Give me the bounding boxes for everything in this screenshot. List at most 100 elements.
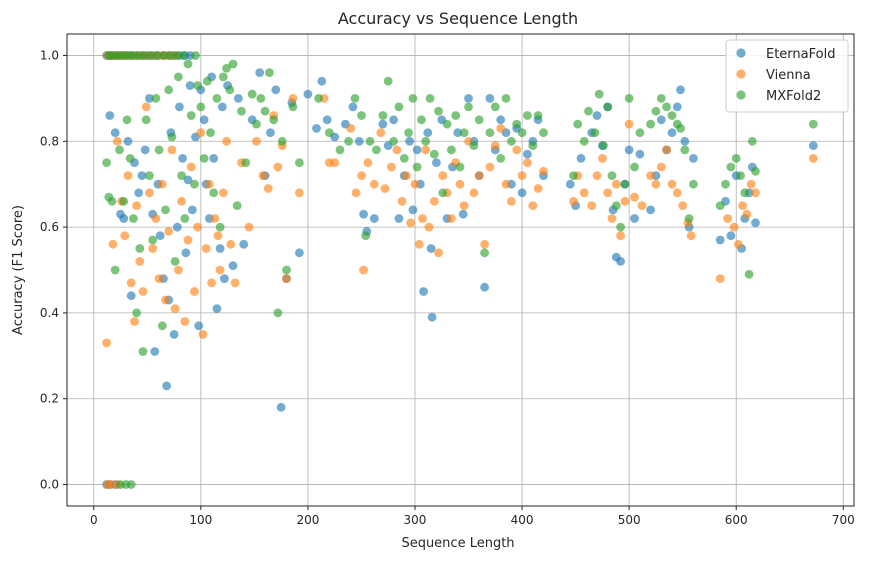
data-point xyxy=(183,59,193,69)
data-point xyxy=(105,111,115,120)
data-point xyxy=(126,291,136,301)
data-point xyxy=(651,179,661,189)
data-point xyxy=(112,136,122,146)
data-point xyxy=(193,81,203,90)
data-point xyxy=(651,106,661,116)
data-point xyxy=(233,94,243,103)
data-point xyxy=(469,141,479,151)
data-point xyxy=(102,158,111,168)
data-point xyxy=(624,119,634,129)
data-point xyxy=(322,115,332,125)
data-point xyxy=(177,196,187,206)
y-tick-label: 0.0 xyxy=(40,478,59,492)
data-point xyxy=(148,244,158,253)
data-point xyxy=(414,239,424,249)
data-point xyxy=(731,154,741,163)
data-point xyxy=(161,295,170,305)
data-point xyxy=(569,196,578,206)
data-point xyxy=(169,330,179,339)
data-point xyxy=(172,51,182,60)
data-point xyxy=(429,196,439,206)
data-point xyxy=(295,248,304,258)
data-point xyxy=(209,154,219,163)
data-point xyxy=(501,94,511,103)
data-point xyxy=(263,184,273,193)
data-point xyxy=(736,171,745,181)
data-point xyxy=(215,265,225,275)
data-point xyxy=(179,51,189,60)
data-point xyxy=(295,188,304,198)
data-point xyxy=(579,136,589,146)
data-point xyxy=(205,179,214,189)
data-point xyxy=(417,115,426,125)
data-point xyxy=(145,171,154,181)
data-point xyxy=(363,158,373,168)
data-point xyxy=(303,89,313,99)
data-point xyxy=(662,145,671,155)
data-point xyxy=(424,222,434,232)
data-point xyxy=(108,239,118,249)
data-point xyxy=(808,141,818,151)
data-point xyxy=(335,145,345,155)
data-point xyxy=(517,188,527,198)
x-tick-label: 600 xyxy=(725,513,748,527)
data-point xyxy=(346,123,356,133)
data-point xyxy=(226,239,236,249)
data-point xyxy=(383,76,393,86)
data-point xyxy=(729,222,739,232)
data-point xyxy=(438,171,448,181)
plot-area-frame xyxy=(66,33,855,507)
data-point xyxy=(620,196,630,206)
data-point xyxy=(523,111,532,120)
data-point xyxy=(146,51,155,60)
legend-box xyxy=(725,39,849,113)
data-point xyxy=(667,128,677,138)
data-point xyxy=(490,102,500,112)
x-tick-label: 200 xyxy=(296,513,319,527)
x-axis-label: Sequence Length xyxy=(401,536,514,551)
data-point xyxy=(751,188,760,198)
data-point xyxy=(276,402,286,412)
data-point xyxy=(603,188,613,198)
data-point xyxy=(157,179,167,189)
data-point xyxy=(210,214,220,223)
data-point xyxy=(421,145,431,155)
data-point xyxy=(196,102,206,112)
data-point xyxy=(330,158,340,168)
data-point xyxy=(442,119,452,129)
data-point xyxy=(490,141,500,151)
data-point xyxy=(140,145,150,155)
data-point xyxy=(241,158,251,168)
data-point xyxy=(132,308,142,318)
data-point xyxy=(689,154,698,163)
data-point xyxy=(220,274,229,283)
data-point xyxy=(164,227,174,236)
data-point xyxy=(419,287,428,296)
data-point xyxy=(209,188,219,198)
data-point xyxy=(747,136,757,146)
data-point xyxy=(344,136,353,146)
data-point xyxy=(447,145,456,155)
data-point xyxy=(453,128,463,138)
data-point xyxy=(624,94,634,103)
data-point xyxy=(394,102,404,112)
data-point xyxy=(252,119,261,129)
data-point xyxy=(181,248,191,258)
data-point xyxy=(447,214,456,223)
data-point xyxy=(533,184,543,193)
data-point xyxy=(412,162,422,172)
data-point xyxy=(715,235,725,245)
data-point xyxy=(357,111,366,120)
data-point xyxy=(123,171,133,181)
data-point xyxy=(157,321,167,331)
data-point xyxy=(359,209,368,219)
data-point xyxy=(616,257,625,266)
data-point xyxy=(528,201,538,211)
data-point xyxy=(480,239,489,249)
data-point xyxy=(662,102,671,112)
data-point xyxy=(271,85,281,95)
data-point xyxy=(172,222,182,232)
data-point xyxy=(458,209,468,219)
data-point xyxy=(523,149,532,159)
data-point xyxy=(194,321,204,331)
